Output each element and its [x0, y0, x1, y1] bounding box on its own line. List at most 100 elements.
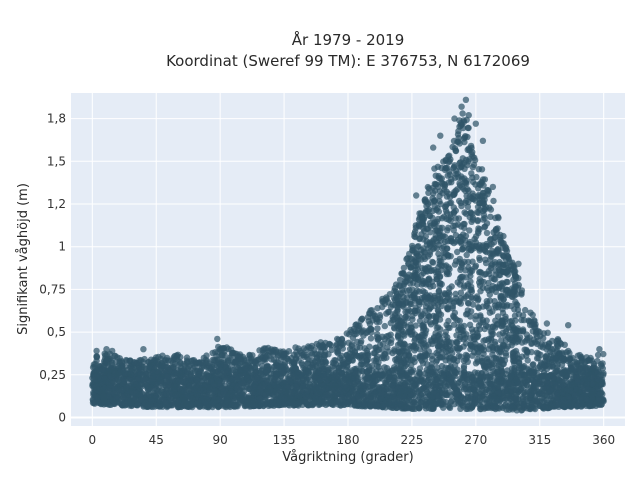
data-point: [273, 371, 280, 378]
data-point: [340, 339, 347, 347]
data-point: [496, 331, 503, 338]
data-point: [494, 384, 501, 391]
data-point: [519, 393, 527, 401]
data-point: [367, 335, 375, 342]
data-point: [600, 350, 607, 358]
data-point: [203, 393, 210, 401]
data-point: [224, 357, 232, 364]
data-point: [289, 396, 296, 403]
data-point: [305, 369, 312, 377]
data-point: [557, 356, 564, 364]
data-point: [553, 347, 561, 354]
data-point: [547, 372, 554, 379]
data-point: [175, 362, 182, 369]
data-point: [548, 392, 555, 399]
data-point: [304, 387, 311, 394]
data-point: [94, 394, 101, 401]
data-point: [586, 402, 593, 409]
data-point: [487, 213, 494, 220]
data-point: [522, 306, 529, 314]
data-point: [536, 328, 543, 336]
data-point: [351, 401, 359, 409]
data-point: [563, 349, 570, 356]
data-point: [534, 397, 541, 404]
data-point: [400, 264, 408, 272]
data-point: [560, 398, 568, 406]
data-point: [111, 352, 119, 359]
data-point: [358, 337, 365, 345]
data-point: [212, 349, 219, 356]
data-point: [195, 371, 202, 378]
data-point: [236, 373, 243, 380]
data-point: [292, 355, 300, 363]
data-point: [91, 363, 98, 371]
data-point: [583, 375, 590, 382]
data-point: [588, 380, 596, 388]
data-point: [599, 365, 606, 372]
data-point: [251, 358, 258, 365]
data-point: [101, 375, 109, 383]
data-point: [554, 361, 561, 368]
data-point: [600, 396, 607, 403]
data-point: [533, 340, 541, 348]
data-point: [240, 379, 247, 387]
data-point: [325, 375, 332, 383]
data-point: [354, 322, 362, 329]
data-point: [374, 362, 381, 370]
data-point: [367, 326, 375, 333]
data-point: [388, 382, 396, 389]
data-point: [103, 356, 110, 364]
data-point: [578, 371, 585, 379]
data-point: [219, 352, 226, 359]
data-point: [274, 351, 282, 358]
data-point: [559, 370, 566, 377]
data-point: [165, 367, 173, 374]
data-point: [198, 359, 205, 366]
data-point: [182, 378, 189, 385]
data-point: [548, 346, 555, 353]
data-point: [118, 396, 125, 403]
data-point: [567, 387, 574, 394]
data-point: [379, 340, 387, 348]
data-point: [209, 403, 216, 411]
data-point: [178, 387, 185, 395]
data-point: [320, 351, 328, 359]
data-point: [228, 401, 235, 409]
data-point: [296, 393, 303, 400]
data-point: [250, 384, 257, 391]
data-point: [519, 353, 526, 360]
data-point: [321, 344, 328, 351]
data-point: [278, 368, 285, 375]
data-point: [343, 384, 351, 391]
data-point: [103, 351, 111, 358]
data-point: [197, 386, 204, 394]
data-point: [151, 395, 158, 402]
data-point: [519, 326, 527, 333]
data-point: [196, 402, 203, 409]
data-point: [235, 392, 242, 400]
data-point: [566, 356, 573, 364]
data-point: [545, 355, 553, 362]
data-point: [262, 391, 270, 398]
data-point: [272, 388, 279, 395]
data-point: [318, 365, 326, 372]
data-point: [335, 386, 342, 393]
data-point: [258, 400, 265, 407]
data-point: [320, 399, 328, 406]
data-point: [393, 404, 400, 412]
data-point: [372, 344, 380, 351]
data-point: [256, 395, 263, 402]
data-point: [524, 357, 531, 364]
data-point: [94, 372, 101, 379]
data-point: [381, 364, 388, 371]
data-point: [388, 401, 395, 408]
data-point: [339, 345, 346, 352]
data-point: [462, 396, 469, 403]
data-point: [125, 382, 133, 390]
data-point: [372, 377, 379, 384]
data-point: [531, 387, 538, 395]
data-point: [300, 345, 308, 352]
data-point: [244, 374, 251, 382]
data-point: [351, 331, 358, 338]
data-point: [524, 376, 531, 384]
